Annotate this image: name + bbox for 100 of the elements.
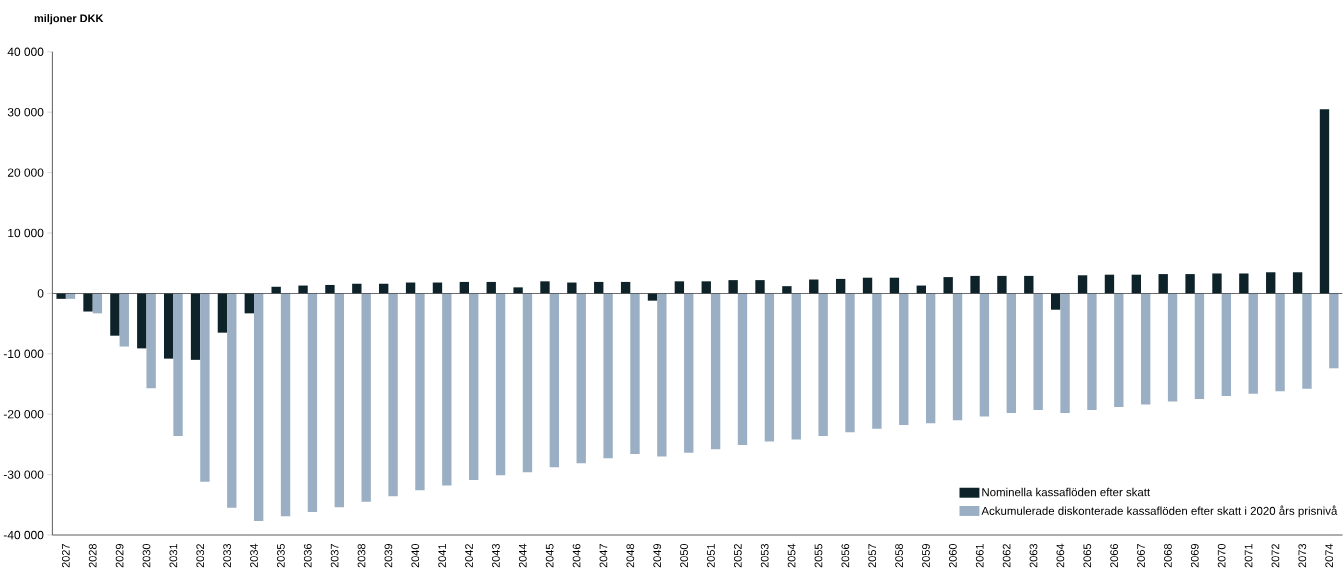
x-tick-label: 2074: [1325, 543, 1334, 568]
y-tick-label: 10 000: [8, 228, 44, 238]
bar: [1266, 272, 1276, 294]
bar: [486, 281, 496, 294]
bar: [952, 293, 963, 421]
bar: [307, 293, 318, 513]
y-tick-label: 40 000: [7, 47, 44, 57]
x-tick-label: 2072: [1271, 544, 1280, 568]
bar: [1275, 293, 1285, 392]
bar: [361, 293, 371, 502]
bar: [1194, 293, 1205, 400]
bar: [83, 293, 93, 312]
bar: [835, 278, 846, 294]
bar: [549, 293, 560, 468]
x-tick-label: 2038: [357, 544, 366, 568]
bar: [388, 293, 398, 497]
bar: [657, 293, 667, 457]
bar: [594, 281, 604, 294]
bar: [495, 293, 506, 476]
x-tick-label: 2056: [841, 544, 850, 568]
bar: [1024, 275, 1034, 294]
bar: [1006, 293, 1016, 414]
x-tick-label: 2031: [169, 544, 178, 568]
bar: [701, 281, 711, 294]
bar: [620, 281, 631, 294]
x-tick-label: 2061: [975, 544, 984, 568]
bar: [217, 293, 228, 333]
bar: [1248, 293, 1258, 394]
x-tick-label: 2057: [868, 544, 877, 568]
bar: [163, 293, 174, 359]
bar: [379, 283, 389, 294]
bar: [567, 282, 577, 294]
bar: [442, 293, 452, 486]
x-tick-label: 2050: [680, 544, 688, 568]
bar: [1131, 274, 1142, 294]
bar: [110, 293, 120, 336]
bar: [630, 293, 640, 455]
bar: [200, 293, 210, 482]
y-axis-title: miljoner DKK: [34, 14, 104, 25]
y-tick-label: 0: [37, 289, 44, 298]
bar: [1141, 293, 1151, 405]
bar: [684, 293, 694, 453]
x-tick-label: 2032: [196, 544, 205, 568]
y-tick-label: -30 000: [3, 470, 44, 479]
bar: [925, 293, 936, 424]
bar: [271, 286, 281, 294]
bar: [872, 293, 882, 429]
x-tick-label: 2053: [760, 544, 769, 568]
bar: [862, 277, 873, 294]
x-tick-label: 2047: [599, 544, 608, 568]
x-tick-label: 2029: [115, 544, 124, 568]
x-tick-label: 2064: [1056, 543, 1065, 568]
y-tick-label: -20 000: [3, 410, 44, 419]
bar: [603, 293, 613, 459]
x-tick-label: 2065: [1083, 544, 1092, 568]
bar: [674, 281, 685, 294]
bar: [899, 293, 909, 426]
x-tick-label: 2062: [1002, 544, 1011, 568]
bar: [540, 281, 550, 294]
y-tick-label: -10 000: [3, 349, 44, 359]
bar: [1158, 274, 1168, 294]
bar: [513, 287, 523, 294]
bar: [970, 275, 980, 294]
x-tick-label: 2037: [330, 544, 339, 568]
bar: [997, 275, 1007, 294]
y-tick-label: -40 000: [3, 530, 44, 540]
x-tick-label: 2051: [707, 544, 715, 568]
x-tick-label: 2033: [223, 544, 231, 568]
x-tick-label: 2055: [814, 544, 823, 568]
x-tick-label: 2043: [492, 544, 500, 568]
bar: [280, 293, 291, 517]
bar: [1212, 273, 1222, 294]
bar: [1329, 293, 1339, 369]
x-tick-label: 2052: [733, 544, 742, 568]
bar: [1302, 293, 1312, 389]
bar: [1060, 293, 1070, 414]
bar: [782, 286, 792, 294]
bar: [1114, 293, 1124, 408]
y-tick-label: 20 000: [7, 168, 44, 177]
x-tick-label: 2058: [895, 544, 903, 568]
x-tick-label: 2039: [384, 544, 393, 568]
bar: [352, 283, 362, 294]
bar: [325, 285, 335, 294]
bar: [764, 293, 775, 442]
bar: [737, 293, 748, 446]
x-tick-label: 2067: [1137, 544, 1145, 568]
bar: [710, 293, 721, 450]
x-tick-label: 2070: [1217, 544, 1226, 568]
bar: [1077, 275, 1088, 294]
bar: [809, 279, 819, 294]
bar: [244, 293, 254, 314]
y-tick-label: 30 000: [7, 108, 44, 117]
x-tick-label: 2046: [572, 544, 581, 568]
bar: [190, 293, 201, 360]
bar: [459, 281, 470, 294]
legend-label: Nominella kassaflöden efter skatt: [982, 487, 1151, 497]
bar: [1167, 293, 1178, 402]
x-tick-label: 2054: [787, 543, 796, 568]
x-tick-label: 2034: [250, 543, 258, 568]
bar: [818, 293, 828, 437]
